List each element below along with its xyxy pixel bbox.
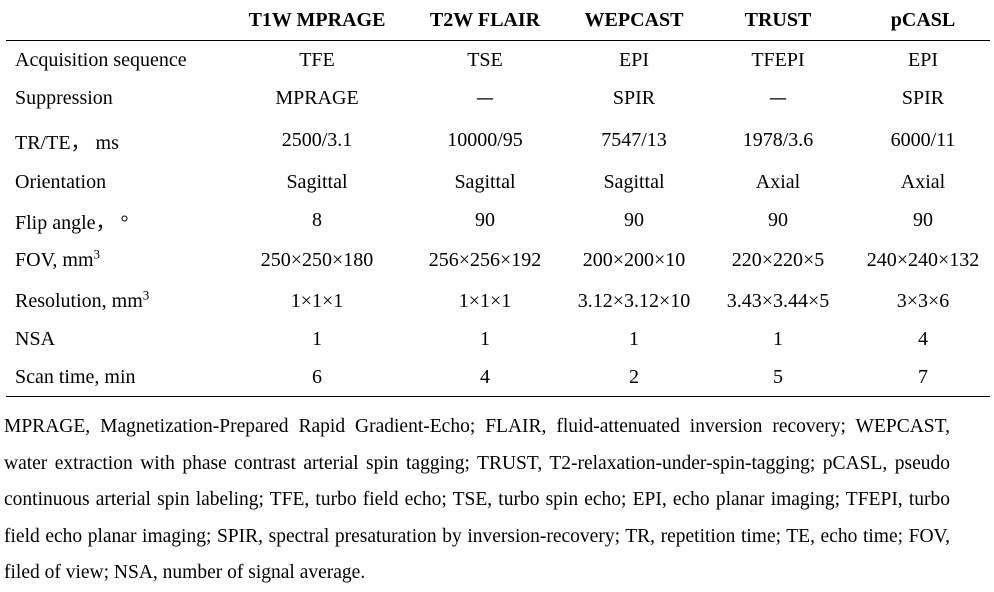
table-cell: 1	[480, 327, 490, 350]
table-cell: 90	[913, 208, 933, 231]
table-cell: —	[476, 87, 494, 109]
header-cell-pcasl: pCASL	[856, 0, 990, 41]
table-cell: 6000/11	[890, 128, 956, 151]
header-cell-blank	[6, 0, 232, 41]
header-cell-wepcast: WEPCAST	[568, 0, 700, 41]
table-row: NSA 1 1 1 1 4	[6, 320, 990, 358]
superscript-cubed: 3	[142, 286, 150, 302]
table-cell: 4	[402, 358, 568, 397]
table-cell: EPI	[908, 48, 938, 71]
table-cell: —	[769, 87, 787, 109]
table-cell: 8	[312, 208, 322, 231]
row-label-orientation: Orientation	[15, 170, 107, 193]
table-cell: Sagittal	[603, 170, 665, 193]
table-cell: 220×220×5	[731, 249, 825, 271]
table-row: Acquisition sequence TFE TSE EPI TFEPI E…	[6, 41, 990, 80]
table-cell: 1978/3.6	[742, 128, 814, 151]
table-cell: 90	[624, 208, 644, 231]
table-cell: 3.12×3.12×10	[577, 289, 691, 312]
table-cell: 1×1×1	[290, 289, 344, 312]
header-cell-trust: TRUST	[700, 0, 856, 41]
table-cell: 1	[773, 327, 783, 350]
table-cell: 2500/3.1	[281, 128, 353, 151]
table-footnote: MPRAGE, Magnetization-Prepared Rapid Gra…	[4, 416, 950, 583]
table-row: FOV, mm3 250×250×180 256×256×192 200×200…	[6, 239, 990, 282]
row-label-nsa: NSA	[15, 327, 56, 350]
superscript-cubed: 3	[93, 246, 101, 262]
row-label-tr-te: TR/TE， ms	[15, 131, 119, 154]
table-cell: 3×3×6	[896, 289, 950, 312]
table-cell: EPI	[619, 48, 649, 71]
parameters-table-container: T1W MPRAGE T2W FLAIR WEPCAST TRUST pCASL…	[6, 0, 990, 397]
table-cell: 250×250×180	[260, 249, 374, 271]
row-label-text: Resolution, mm	[15, 289, 143, 312]
table-cell: TSE	[467, 48, 503, 71]
table-cell: 7547/13	[601, 128, 667, 151]
table-cell: TFE	[299, 48, 335, 71]
table-cell: Axial	[755, 170, 801, 193]
table-cell: 256×256×192	[428, 249, 542, 271]
table-cell: Axial	[900, 170, 946, 193]
header-cell-t2w-flair: T2W FLAIR	[402, 0, 568, 41]
table-cell: 5	[700, 358, 856, 397]
table-cell: MPRAGE	[275, 86, 359, 109]
header-cell-t1w-mprage: T1W MPRAGE	[232, 0, 402, 41]
table-row: Scan time, min 6 4 2 5 7	[6, 358, 990, 397]
table-header-row: T1W MPRAGE T2W FLAIR WEPCAST TRUST pCASL	[6, 0, 990, 41]
table-cell: 240×240×132	[866, 249, 980, 271]
table-cell: 1	[312, 327, 322, 350]
table-cell: 7	[856, 358, 990, 397]
table-cell: Sagittal	[286, 170, 348, 193]
table-cell: 90	[475, 208, 495, 231]
table-cell: 1	[629, 327, 639, 350]
table-cell: SPIR	[901, 86, 945, 109]
table-cell: SPIR	[612, 86, 656, 109]
mri-parameters-table: T1W MPRAGE T2W FLAIR WEPCAST TRUST pCASL…	[6, 0, 990, 397]
table-cell: 3.43×3.44×5	[726, 289, 830, 312]
row-label-acquisition-sequence: Acquisition sequence	[15, 48, 187, 71]
table-cell: 1×1×1	[458, 289, 512, 312]
row-label-suppression: Suppression	[15, 86, 113, 109]
row-label-flip-angle: Flip angle， °	[15, 211, 129, 234]
table-row: Suppression MPRAGE — SPIR — SPIR	[6, 79, 990, 117]
table-cell: TFEPI	[751, 48, 805, 71]
table-cell: 90	[768, 208, 788, 231]
table-row: Flip angle， ° 8 90 90 90 90	[6, 201, 990, 239]
table-cell: 4	[918, 327, 928, 350]
table-cell: Sagittal	[454, 170, 516, 193]
table-row: TR/TE， ms 2500/3.1 10000/95 7547/13 1978…	[6, 117, 990, 163]
table-cell: 10000/95	[447, 128, 523, 151]
table-cell: 200×200×10	[582, 249, 686, 271]
row-label-fov: FOV, mm3	[6, 239, 232, 282]
table-row: Orientation Sagittal Sagittal Sagittal A…	[6, 163, 990, 201]
row-label-resolution: Resolution, mm3	[6, 282, 232, 320]
table-row: Resolution, mm3 1×1×1 1×1×1 3.12×3.12×10…	[6, 282, 990, 320]
table-cell: 6	[232, 358, 402, 397]
table-cell: 2	[568, 358, 700, 397]
row-label-scan-time: Scan time, min	[6, 358, 232, 397]
row-label-text: FOV, mm	[15, 249, 94, 271]
